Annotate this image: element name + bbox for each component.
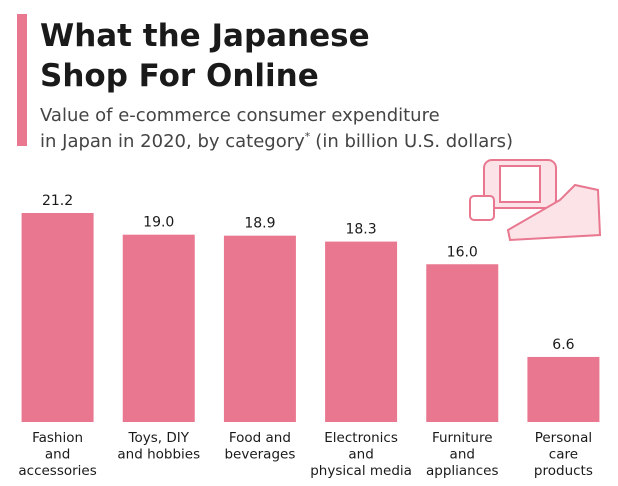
bar [122,234,195,422]
x-tick-label: Furniture [432,430,493,446]
x-tick-label: care [549,447,578,463]
x-tick-label: and [450,447,475,463]
chart-subtitle: in Japan in 2020, by category* (in billio… [40,130,513,152]
bar [527,356,600,422]
x-tick-label: physical media [310,463,412,479]
bar [21,213,94,422]
bar [223,235,296,422]
footnote-mark: * [305,130,311,143]
x-tick-label: and [348,447,373,463]
bar [426,264,499,422]
chart-title: Shop For Online [40,58,319,94]
x-tick-label: appliances [426,463,499,479]
x-tick-label: Toys, DIY [128,430,190,446]
x-tick-label: Personal [535,430,592,446]
x-tick-label: Electronics [324,430,398,446]
chart-subtitle: Value of e-commerce consumer expenditure [40,105,440,126]
accent-bar [17,14,27,146]
value-label: 21.2 [42,193,73,209]
subtitle-part: in Japan in 2020, by category [40,131,305,152]
bar [325,241,398,422]
x-tick-label: products [534,463,593,479]
x-tick-label: Food and [229,430,291,446]
value-label: 18.3 [345,222,376,238]
x-tick-label: beverages [224,447,295,463]
value-label: 18.9 [244,216,275,232]
chart-title: What the Japanese [40,18,370,54]
x-tick-label: and [45,447,70,463]
value-label: 16.0 [447,244,478,260]
value-label: 19.0 [143,215,174,231]
x-tick-label: Fashion [32,430,83,446]
x-tick-label: and hobbies [117,447,200,463]
value-label: 6.6 [552,337,574,353]
subtitle-part: (in billion U.S. dollars) [315,131,513,152]
x-tick-label: accessories [18,463,96,479]
illustration [469,159,602,242]
